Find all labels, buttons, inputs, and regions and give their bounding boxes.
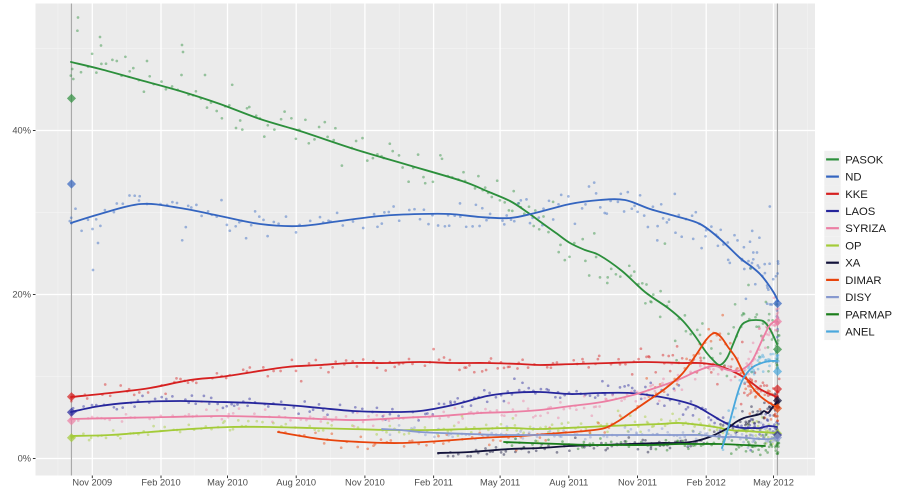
- svg-text:OP: OP: [845, 241, 861, 253]
- svg-text:May 2012: May 2012: [753, 478, 794, 488]
- svg-text:PARMAP: PARMAP: [845, 309, 892, 321]
- svg-text:ANEL: ANEL: [845, 327, 875, 339]
- svg-text:DISY: DISY: [845, 292, 872, 304]
- svg-text:KKE: KKE: [845, 189, 868, 201]
- svg-text:SYRIZA: SYRIZA: [845, 223, 886, 235]
- svg-text:20%: 20%: [12, 290, 31, 300]
- svg-text:May 2011: May 2011: [480, 478, 520, 488]
- svg-text:0%: 0%: [18, 454, 31, 464]
- svg-text:Nov 2009: Nov 2009: [72, 478, 112, 488]
- svg-text:Feb 2011: Feb 2011: [414, 478, 453, 488]
- svg-text:Nov 2011: Nov 2011: [618, 478, 657, 488]
- svg-text:LAOS: LAOS: [845, 206, 876, 218]
- svg-text:ND: ND: [845, 172, 861, 184]
- svg-text:40%: 40%: [12, 126, 31, 136]
- svg-text:DIMAR: DIMAR: [845, 275, 881, 287]
- svg-text:Nov 2010: Nov 2010: [345, 478, 385, 488]
- svg-text:XA: XA: [845, 258, 861, 270]
- svg-text:Feb 2010: Feb 2010: [141, 478, 180, 488]
- svg-text:PASOK: PASOK: [845, 154, 884, 166]
- svg-text:Aug 2011: Aug 2011: [549, 478, 588, 488]
- svg-text:Aug 2010: Aug 2010: [276, 478, 316, 488]
- svg-text:Feb 2012: Feb 2012: [687, 478, 726, 488]
- svg-text:May 2010: May 2010: [207, 478, 248, 488]
